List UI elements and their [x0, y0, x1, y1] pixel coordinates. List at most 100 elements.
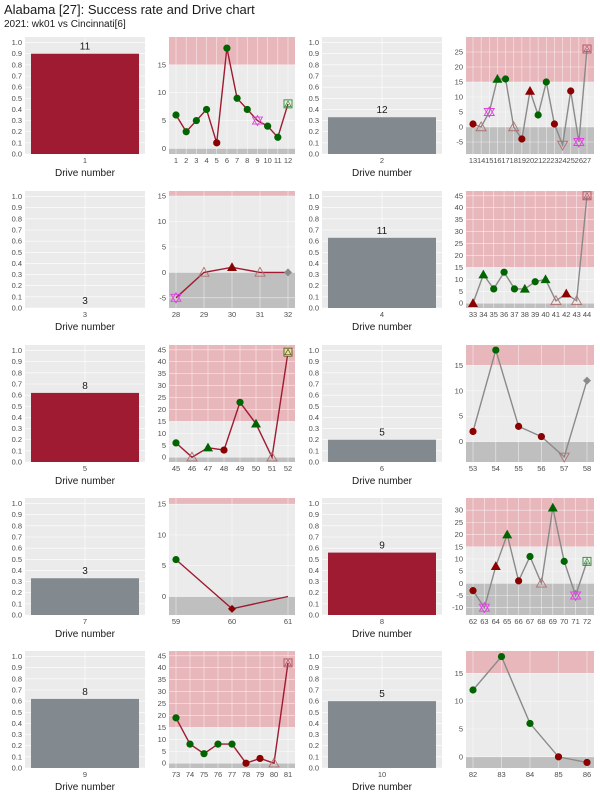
success-rate-panel-drive-8: 0.0 0.1 0.2 0.3 0.4 0.5 0.6 0.7 0.8 0.9 1.0 9 8 Drive…: [309, 498, 442, 640]
success-rate-panel-drive-4: 0.0 0.1 0.2 0.3 0.4 0.5 0.6 0.7 0.8 0.9 1.0 11 4 Driv…: [309, 191, 442, 333]
x-tick-label: 1: [83, 156, 87, 165]
y-tick-label: 15: [455, 263, 463, 272]
y-tick-label: 5: [162, 561, 166, 570]
play-hexagram-down: [251, 116, 264, 127]
y-tick-label: 0.3: [12, 116, 22, 125]
y-tick-label: 0: [459, 123, 463, 132]
play-count-label: 8: [82, 381, 88, 392]
y-tick-label: 15: [455, 78, 463, 87]
y-tick-label: 20: [455, 530, 463, 539]
y-tick-label: -10: [452, 603, 463, 612]
play-hexagram-up: [478, 601, 491, 612]
x-tick-label: 80: [270, 770, 278, 779]
play-point: [469, 120, 477, 128]
x-tick-label: 68: [537, 617, 545, 626]
y-tick-label: 40: [455, 203, 463, 212]
play-square: [283, 99, 293, 109]
y-tick-label: 5: [162, 441, 166, 450]
y-tick-label: 0.1: [309, 292, 319, 301]
y-tick-label: 0.8: [309, 368, 319, 377]
y-tick-label: 45: [158, 345, 166, 354]
x-tick-label: 8: [380, 617, 384, 626]
play-square-triangle: [284, 348, 292, 356]
y-tick-label: 5: [459, 567, 463, 576]
play-point: [490, 285, 498, 293]
y-tick-label: 0.2: [12, 281, 22, 290]
y-tick-label: 0.7: [309, 533, 319, 542]
y-tick-label: 10: [158, 429, 166, 438]
x-tick-label: 26: [575, 156, 583, 165]
x-tick-label: 7: [235, 156, 239, 165]
y-tick-label: 15: [158, 60, 166, 69]
y-tick-label: 1.0: [309, 499, 319, 508]
y-tick-label: 0.2: [309, 127, 319, 136]
play-point: [172, 714, 180, 722]
play-triangle: [525, 86, 535, 95]
x-tick-label: 10: [378, 770, 386, 779]
x-tick-label: 35: [490, 310, 498, 319]
y-tick-label: 5: [162, 242, 166, 251]
y-tick-label: 0.7: [309, 226, 319, 235]
success-rate-bar: [328, 117, 436, 154]
play-triangle: [227, 262, 237, 272]
x-tick-label: 60: [228, 617, 236, 626]
x-tick-label: 67: [526, 617, 534, 626]
play-count-label: 12: [376, 105, 388, 116]
play-triangle: [490, 561, 501, 570]
y-tick-label: 1.0: [309, 38, 319, 47]
y-tick-label: 0.2: [309, 281, 319, 290]
x-tick-label: 17: [501, 156, 509, 165]
play-point: [172, 555, 180, 564]
play-hexagram-down: [478, 603, 491, 614]
play-triangle: [519, 283, 530, 293]
x-tick-label: 24: [558, 156, 566, 165]
x-tick-label: 22: [542, 156, 550, 165]
y-tick-label: 0.4: [309, 105, 319, 114]
x-tick-label: 81: [284, 770, 292, 779]
y-tick-label: 0.5: [309, 555, 319, 564]
success-rate-panel-drive-6: 0.0 0.1 0.2 0.3 0.4 0.5 0.6 0.7 0.8 0.9 1.0 5 6 Drive…: [309, 345, 442, 487]
y-tick-label: 0: [162, 759, 166, 768]
y-tick-label: 15: [455, 542, 463, 551]
y-tick-label: 0.9: [12, 357, 22, 366]
play-point: [192, 116, 200, 125]
loss-band: [466, 303, 594, 308]
y-tick-label: 0.5: [309, 248, 319, 257]
play-hexagram-down: [483, 108, 496, 118]
x-tick-label: 4: [380, 310, 384, 319]
play-triangle-open: [254, 266, 266, 277]
x-tick-label: 21: [534, 156, 542, 165]
y-tick-label: 0.1: [12, 752, 22, 761]
play-square: [283, 347, 293, 357]
y-tick-label: 1.0: [309, 652, 319, 661]
x-tick-label: 83: [497, 770, 505, 779]
play-count-label: 3: [82, 566, 88, 577]
y-tick-label: 0.6: [12, 237, 22, 246]
play-triangle-open: [507, 121, 520, 132]
play-triangle: [203, 442, 213, 452]
y-tick-label: 45: [455, 191, 463, 200]
play-square: [582, 44, 592, 54]
x-axis-label: Drive number: [352, 168, 413, 179]
play-square-triangle: [583, 557, 591, 565]
play-point: [202, 105, 211, 114]
play-point: [274, 133, 282, 141]
y-tick-label: 0.8: [12, 214, 22, 223]
x-tick-label: 33: [469, 310, 477, 319]
y-tick-label: 0.2: [309, 588, 319, 597]
y-tick-label: 30: [158, 381, 166, 390]
play-triangle-down-open: [556, 140, 569, 151]
y-tick-label: 0.4: [309, 259, 319, 268]
y-tick-label: 0.3: [309, 424, 319, 433]
y-tick-label: 5: [459, 108, 463, 117]
play-triangle-open: [266, 451, 278, 462]
success-rate-bar: [328, 552, 436, 615]
play-hexagram-up: [251, 114, 264, 125]
x-tick-label: 31: [256, 310, 264, 319]
y-tick-label: 0.8: [12, 674, 22, 683]
play-hexagram-down: [569, 591, 582, 602]
x-tick-label: 74: [186, 770, 194, 779]
y-tick-label: 15: [455, 361, 463, 370]
play-count-label: 8: [82, 687, 88, 698]
